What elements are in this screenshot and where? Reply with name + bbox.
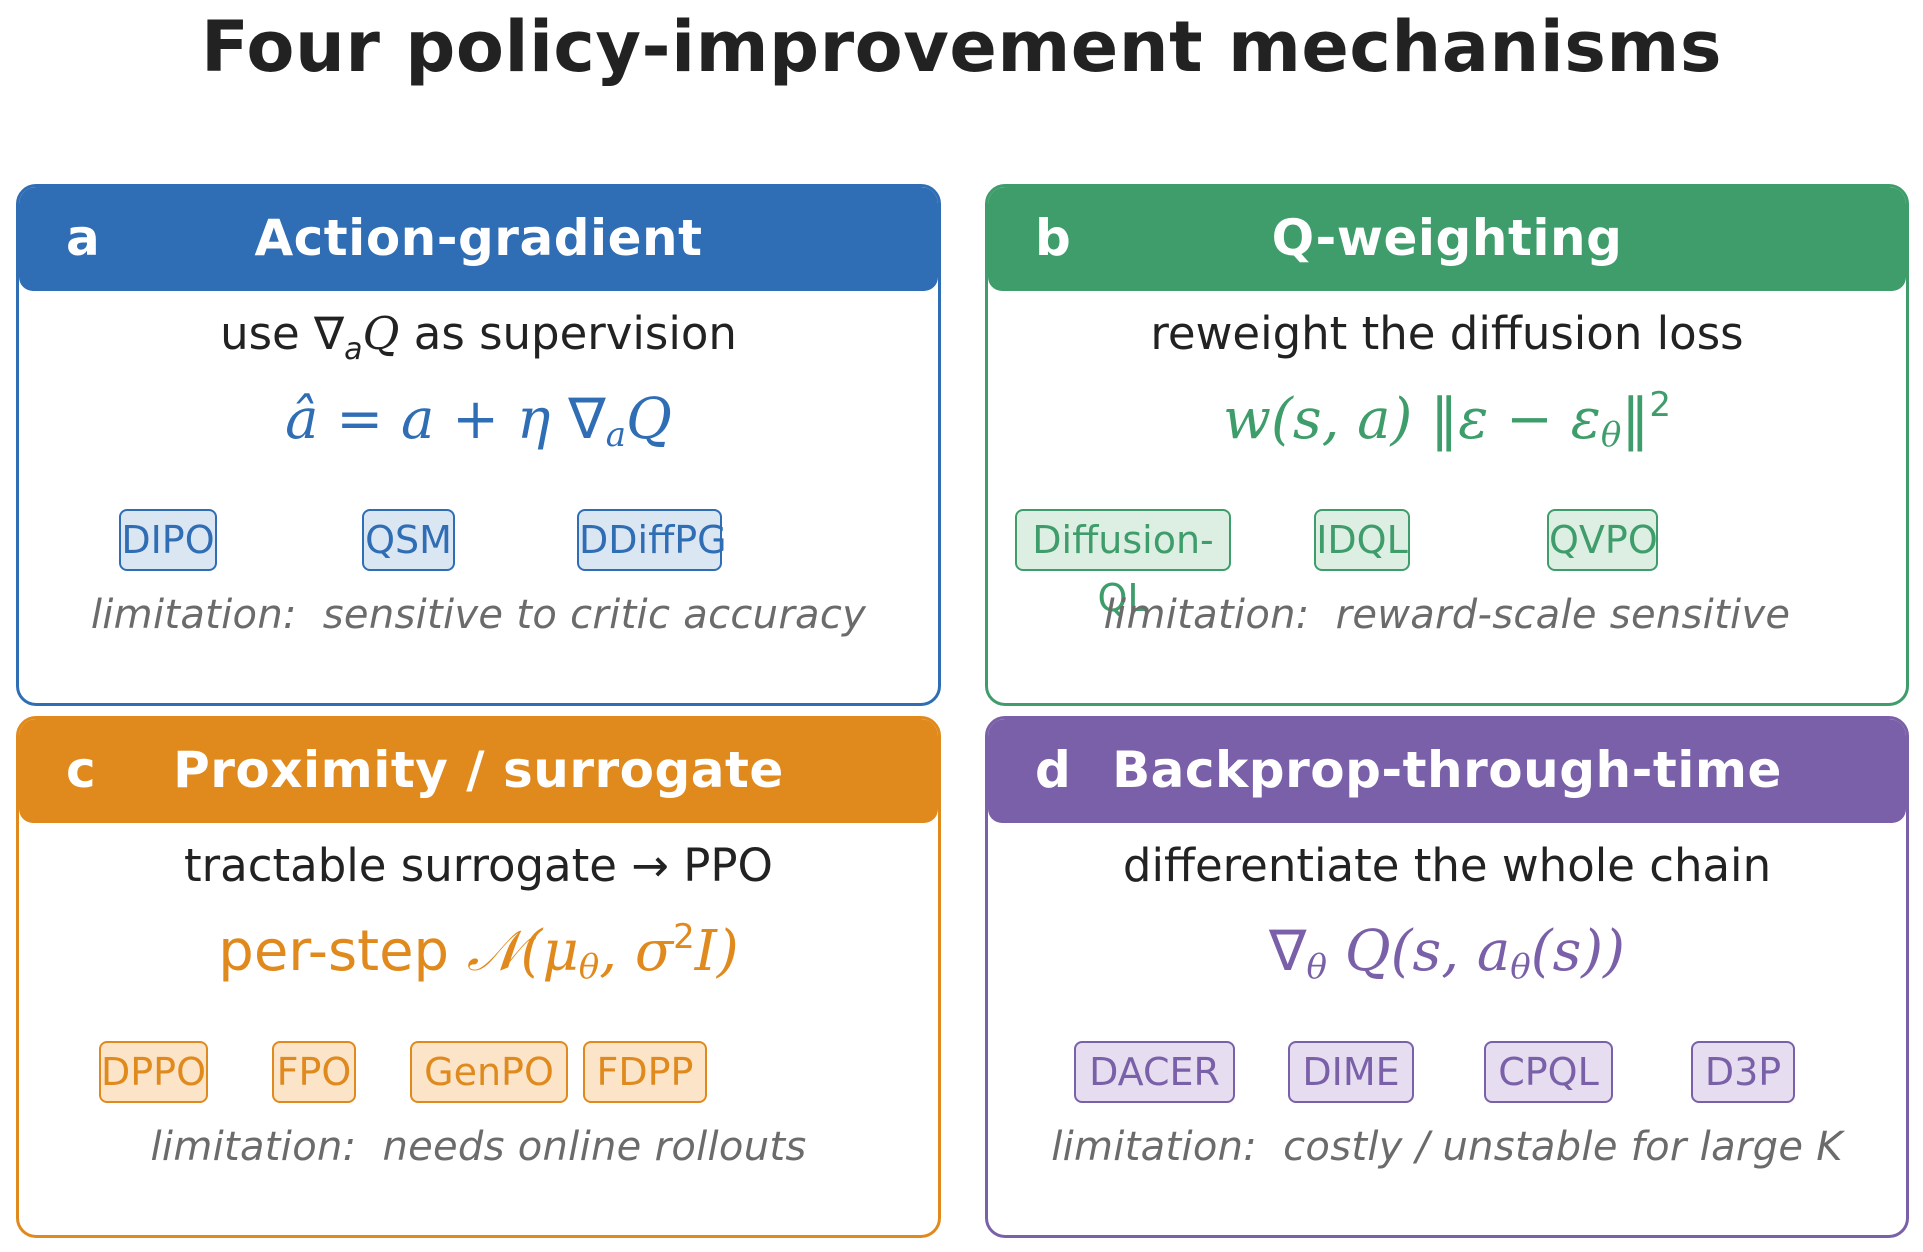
description-text: as supervision <box>399 307 737 360</box>
panel-letter: d <box>1035 741 1071 799</box>
panel-letter: a <box>66 209 100 267</box>
limitation-text: limitation: costly / unstable for large … <box>1051 1124 1843 1170</box>
panel-header: c Proximity / surrogate <box>19 719 938 823</box>
description-text: use <box>220 307 315 360</box>
method-tag: CPQL <box>1484 1041 1613 1103</box>
method-tag: Diffusion-QL <box>1015 509 1231 620</box>
figure-title: Four policy-improvement mechanisms <box>200 6 1723 88</box>
method-tag: GenPO <box>410 1041 568 1103</box>
method-tag: DIME <box>1288 1041 1414 1103</box>
panel-q-weighting: b Q-weighting reweight the diffusion los… <box>985 184 1909 706</box>
method-tag: DIPO <box>119 509 217 571</box>
panel-title: Action-gradient <box>254 209 703 267</box>
panel-header: d Backprop-through-time <box>988 719 1906 823</box>
panel-description: use ∇aQ as supervision <box>19 307 938 367</box>
method-tag: D3P <box>1691 1041 1795 1103</box>
panel-description: differentiate the whole chain <box>1122 839 1772 892</box>
panel-description: tractable surrogate → PPO <box>184 839 773 892</box>
panel-title: Q-weighting <box>1271 209 1623 267</box>
panel-letter: c <box>66 741 96 799</box>
limitation-text: limitation: needs online rollouts <box>150 1124 807 1170</box>
method-tag: DACER <box>1074 1041 1235 1103</box>
method-tag: QSM <box>362 509 455 571</box>
method-tag: IDQL <box>1314 509 1410 571</box>
panel-action-gradient: a Action-gradient use ∇aQ as supervision… <box>16 184 941 706</box>
method-tag: FPO <box>272 1041 356 1103</box>
method-tag: DDiffPG <box>577 509 727 571</box>
panel-title: Proximity / surrogate <box>173 741 784 799</box>
panel-header: b Q-weighting <box>988 187 1906 291</box>
method-tag: QVPO <box>1547 509 1658 571</box>
panel-formula: â = a + η ∇aQ <box>285 387 672 455</box>
limitation-text: limitation: reward-scale sensitive <box>1103 592 1791 638</box>
panel-description: reweight the diffusion loss <box>1150 307 1744 360</box>
panel-backprop-through-time: d Backprop-through-time differentiate th… <box>985 716 1909 1238</box>
panel-title: Backprop-through-time <box>1112 741 1782 799</box>
panel-header: a Action-gradient <box>19 187 938 291</box>
panel-letter: b <box>1035 209 1071 267</box>
panel-formula: w(s, a) ‖ε − εθ‖2 <box>1223 385 1671 455</box>
limitation-text: limitation: sensitive to critic accuracy <box>90 592 867 638</box>
nabla-symbol: ∇ <box>314 307 345 360</box>
q-symbol: Q <box>362 307 400 360</box>
method-tag: DPPO <box>99 1041 208 1103</box>
panel-formula: per-step 𝒩(μθ, σ2I) <box>218 917 739 987</box>
panel-formula: ∇θ Q(s, aθ(s)) <box>1268 919 1625 987</box>
method-tag: FDPP <box>583 1041 707 1103</box>
panel-proximity-surrogate: c Proximity / surrogate tractable surrog… <box>16 716 941 1238</box>
subscript: a <box>344 332 363 367</box>
